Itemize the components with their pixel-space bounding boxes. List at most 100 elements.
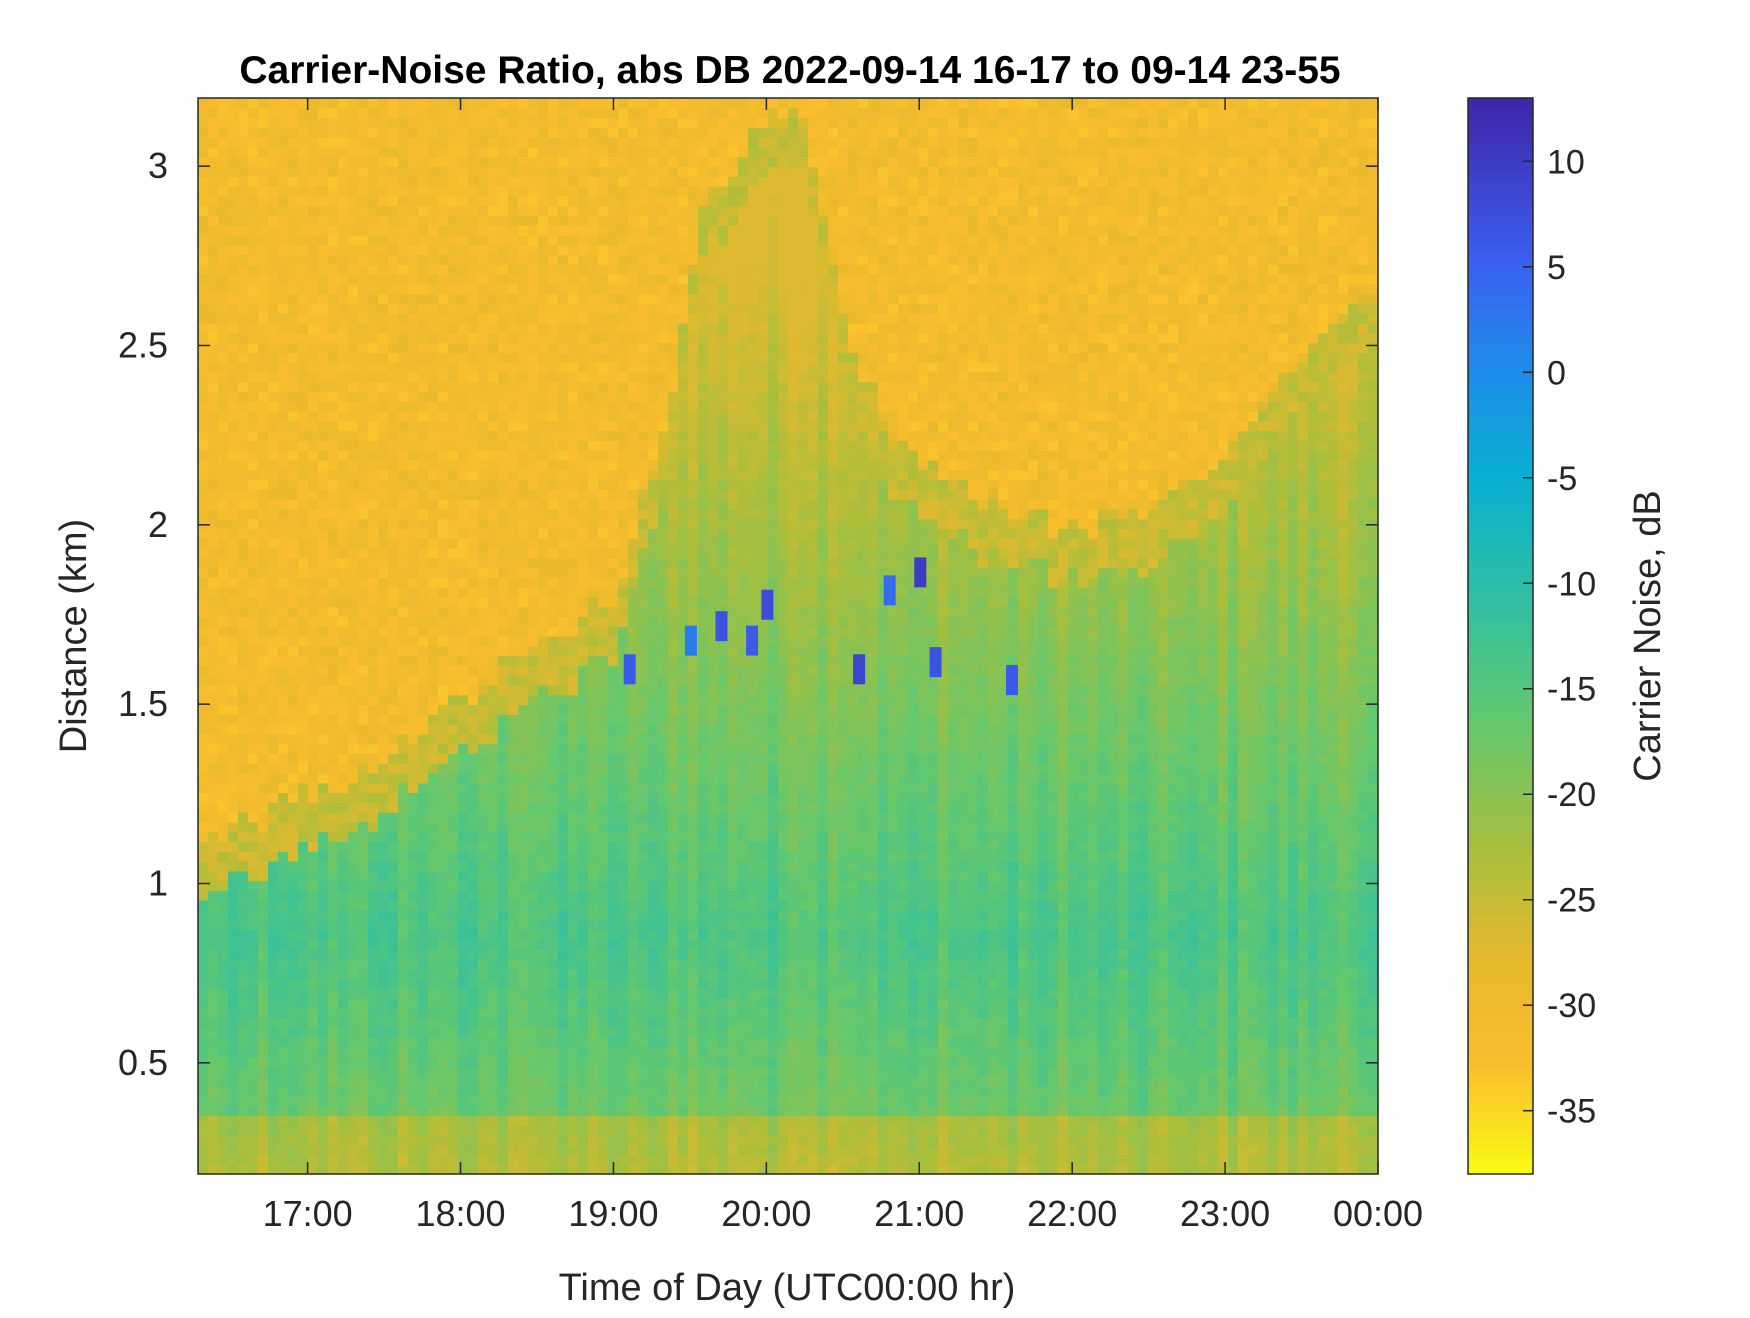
heatmap-cell xyxy=(198,107,209,119)
heatmap-cell xyxy=(388,675,399,686)
heatmap-cell xyxy=(258,1154,269,1165)
heatmap-cell xyxy=(568,156,579,168)
heatmap-cell xyxy=(328,626,339,637)
heatmap-cell xyxy=(568,1154,579,1165)
heatmap-cell xyxy=(318,1037,329,1048)
heatmap-cell xyxy=(508,831,519,843)
heatmap-cell xyxy=(418,381,429,393)
heatmap-cell xyxy=(218,860,229,872)
heatmap-cell xyxy=(438,557,449,569)
heatmap-cell xyxy=(438,98,449,109)
heatmap-cell xyxy=(358,98,369,109)
heatmap-cell xyxy=(488,919,499,931)
heatmap-cell xyxy=(428,166,439,177)
heatmap-cell xyxy=(428,146,439,158)
heatmap-cell xyxy=(408,254,419,265)
heatmap-cell xyxy=(268,205,279,216)
heatmap-cell xyxy=(558,567,569,578)
heatmap-cell xyxy=(268,616,279,627)
heatmap-cell xyxy=(438,1037,449,1048)
heatmap-cell xyxy=(638,391,649,402)
heatmap-cell xyxy=(598,538,609,549)
heatmap-cell xyxy=(378,596,389,608)
heatmap-cell xyxy=(608,538,619,549)
heatmap-cell xyxy=(608,772,619,784)
heatmap-cell xyxy=(428,244,439,256)
heatmap-cell xyxy=(648,1144,659,1156)
heatmap-cell xyxy=(488,577,499,588)
heatmap-cell xyxy=(428,440,439,451)
heatmap-cell xyxy=(358,880,369,891)
heatmap-cell xyxy=(298,577,309,588)
heatmap-cell xyxy=(598,675,609,686)
heatmap-cell xyxy=(248,508,259,520)
heatmap-cell xyxy=(218,596,229,608)
heatmap-cell xyxy=(238,997,249,1009)
heatmap-cell xyxy=(278,254,289,265)
heatmap-cell xyxy=(288,1066,299,1077)
heatmap-cell xyxy=(238,518,249,529)
heatmap-cell xyxy=(288,1085,299,1097)
heatmap-cell xyxy=(348,782,359,794)
heatmap-cell xyxy=(548,1037,559,1048)
heatmap-cell xyxy=(318,371,329,383)
heatmap-cell xyxy=(578,958,589,970)
heatmap-cell xyxy=(598,997,609,1009)
heatmap-cell xyxy=(248,782,259,794)
heatmap-cell xyxy=(328,587,339,598)
heatmap-cell xyxy=(298,1105,309,1116)
heatmap-cell xyxy=(638,870,649,882)
heatmap-cell xyxy=(428,577,439,588)
heatmap-cell xyxy=(628,362,639,373)
heatmap-cell xyxy=(458,694,469,706)
heatmap-cell xyxy=(538,293,549,305)
heatmap-cell xyxy=(358,919,369,931)
heatmap-cell xyxy=(448,98,459,109)
heatmap-cell xyxy=(228,870,239,882)
heatmap-cell xyxy=(518,411,529,422)
heatmap-cell xyxy=(418,450,429,461)
heatmap-cell xyxy=(338,117,349,128)
heatmap-cell xyxy=(238,626,249,637)
heatmap-cell xyxy=(208,528,219,539)
heatmap-cell xyxy=(368,733,379,745)
heatmap-cell xyxy=(288,772,299,784)
heatmap-cell xyxy=(498,577,509,588)
heatmap-cell xyxy=(348,636,359,647)
heatmap-cell xyxy=(308,430,319,441)
heatmap-cell xyxy=(208,831,219,843)
heatmap-cell xyxy=(568,812,579,823)
heatmap-cell xyxy=(508,508,519,520)
heatmap-cell xyxy=(388,195,399,207)
heatmap-cell xyxy=(318,636,329,647)
heatmap-cell xyxy=(578,332,589,344)
heatmap-cell xyxy=(198,870,209,882)
heatmap-cell xyxy=(268,1105,279,1116)
heatmap-cell xyxy=(468,1085,479,1097)
heatmap-cell xyxy=(358,939,369,950)
heatmap-cell xyxy=(388,391,399,402)
heatmap-cell xyxy=(578,802,589,813)
heatmap-cell xyxy=(558,1144,569,1156)
heatmap-cell xyxy=(518,352,529,363)
heatmap-cell xyxy=(508,469,519,481)
heatmap-cell xyxy=(628,684,639,696)
heatmap-cell xyxy=(308,704,319,715)
heatmap-cell xyxy=(488,293,499,305)
heatmap-cell xyxy=(358,459,369,471)
heatmap-cell xyxy=(528,792,539,803)
heatmap-cell xyxy=(488,430,499,441)
heatmap-cell xyxy=(288,547,299,559)
heatmap-cell xyxy=(438,939,449,950)
heatmap-cell xyxy=(438,518,449,529)
heatmap-cell xyxy=(588,264,599,275)
heatmap-cell xyxy=(218,322,229,334)
heatmap-cell xyxy=(498,831,509,843)
heatmap-cell xyxy=(518,146,529,158)
heatmap-cell xyxy=(228,919,239,931)
heatmap-cell xyxy=(438,1164,449,1175)
heatmap-cell xyxy=(528,997,539,1009)
heatmap-cell xyxy=(318,724,329,735)
heatmap-cell xyxy=(228,939,239,950)
heatmap-cell xyxy=(618,724,629,735)
